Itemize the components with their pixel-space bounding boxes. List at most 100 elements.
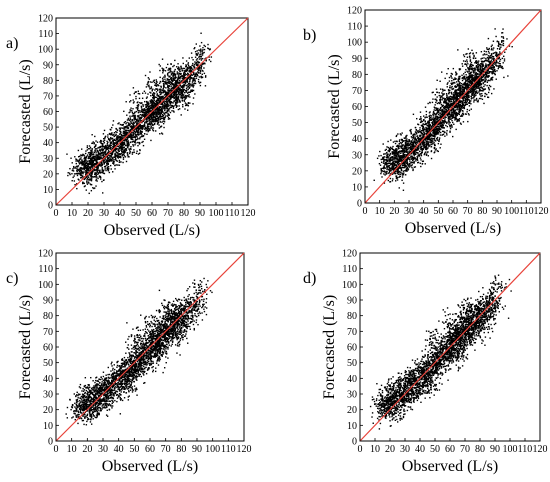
scatter-point	[148, 123, 150, 125]
scatter-point	[120, 131, 122, 133]
scatter-point	[144, 112, 146, 115]
scatter-point	[447, 119, 450, 121]
scatter-point	[146, 127, 149, 129]
scatter-point	[414, 166, 417, 168]
scatter-point	[446, 114, 449, 116]
scatter-point	[113, 135, 116, 137]
scatter-point	[185, 104, 188, 106]
scatter-point	[436, 127, 438, 129]
scatter-point	[85, 167, 88, 170]
scatter-point	[107, 166, 109, 168]
scatter-point	[160, 92, 163, 94]
scatter-point	[446, 134, 448, 136]
scatter-point	[174, 68, 176, 71]
scatter-point	[92, 187, 94, 189]
scatter-point	[433, 120, 436, 123]
scatter-point	[191, 74, 193, 76]
scatter-point	[405, 151, 408, 153]
scatter-point	[200, 67, 202, 69]
scatter-point	[447, 116, 450, 118]
scatter-point	[127, 122, 130, 124]
scatter-point	[157, 113, 160, 116]
y-axis-title: Forecasted (L/s)	[17, 59, 34, 163]
scatter-point	[98, 170, 101, 173]
scatter-point	[117, 145, 120, 148]
scatter-point	[204, 45, 206, 48]
scatter-point	[81, 162, 83, 165]
scatter-point	[201, 65, 203, 67]
scatter-point	[152, 119, 155, 121]
scatter-point	[399, 166, 402, 169]
scatter-point	[210, 56, 213, 58]
scatter-point	[420, 116, 422, 118]
scatter-point	[90, 183, 93, 186]
scatter-point	[126, 137, 128, 139]
scatter-point	[87, 168, 90, 170]
scatter-point	[148, 116, 151, 119]
scatter-point	[156, 102, 158, 104]
scatter-point	[183, 86, 185, 88]
scatter-point	[128, 124, 130, 127]
scatter-point	[156, 117, 159, 120]
scatter-point	[185, 89, 188, 92]
scatter-point	[389, 181, 392, 183]
scatter-point	[173, 72, 175, 74]
scatter-point	[431, 118, 433, 120]
scatter-point	[400, 171, 402, 173]
scatter-point	[136, 108, 139, 111]
scatter-point	[150, 94, 152, 97]
scatter-point	[396, 149, 398, 151]
scatter-point	[436, 129, 438, 131]
scatter-point	[140, 120, 142, 122]
scatter-point	[170, 89, 173, 91]
scatter-point	[129, 117, 132, 119]
scatter-point	[413, 166, 416, 168]
scatter-point	[129, 115, 131, 117]
scatter-point	[438, 137, 441, 139]
scatter-point	[415, 132, 418, 134]
scatter-point	[193, 72, 195, 74]
scatter-point	[93, 155, 95, 157]
scatter-point	[403, 155, 405, 158]
scatter-point	[387, 172, 389, 174]
scatter-point	[129, 94, 131, 96]
scatter-point	[396, 161, 398, 163]
scatter-point	[152, 116, 155, 118]
scatter-point	[435, 131, 438, 134]
scatter-point	[143, 108, 146, 110]
scatter-point	[150, 102, 152, 104]
scatter-point	[400, 138, 403, 141]
scatter-point	[426, 148, 428, 150]
scatter-point	[174, 81, 176, 84]
scatter-point	[181, 68, 183, 70]
scatter-point	[180, 73, 182, 75]
scatter-point	[149, 121, 151, 123]
scatter-point	[430, 157, 433, 160]
scatter-point	[96, 158, 99, 161]
scatter-point	[412, 152, 415, 155]
scatter-point	[111, 137, 114, 140]
scatter-point	[86, 161, 88, 163]
scatter-point	[107, 141, 109, 144]
scatter-point	[185, 87, 188, 90]
scatter-point	[448, 104, 450, 106]
scatter-point	[435, 129, 437, 131]
scatter-point	[386, 153, 388, 156]
scatter-point	[118, 139, 120, 141]
scatter-point	[420, 124, 423, 127]
scatter-point	[419, 157, 422, 159]
scatter-point	[136, 120, 139, 122]
scatter-point	[419, 138, 421, 140]
scatter-point	[162, 122, 165, 125]
scatter-point	[155, 96, 158, 99]
scatter-point	[163, 86, 165, 89]
scatter-point	[171, 95, 173, 98]
scatter-point	[407, 169, 409, 171]
scatter-point	[115, 151, 117, 153]
scatter-point	[451, 112, 454, 114]
scatter-point	[137, 121, 139, 123]
scatter-point	[103, 172, 106, 175]
scatter-point	[446, 121, 448, 124]
scatter-point	[419, 130, 422, 133]
